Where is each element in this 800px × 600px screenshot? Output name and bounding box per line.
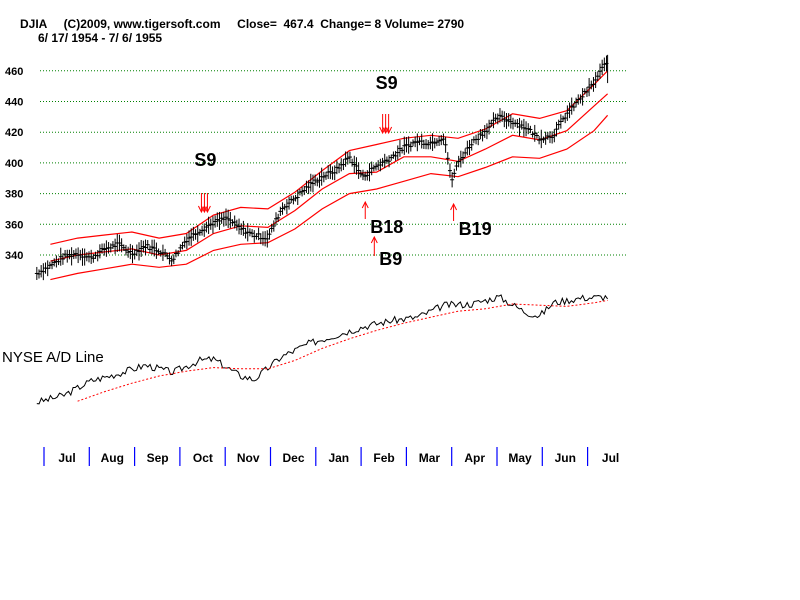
month-label: Jan	[328, 451, 349, 465]
bands	[50, 70, 609, 281]
ad-line-title: NYSE A/D Line	[2, 349, 104, 366]
y-tick-label: 420	[5, 127, 23, 139]
chart-header: DJIA (C)2009, www.tigersoft.com Close= 4…	[20, 17, 465, 31]
month-label: Jul	[602, 451, 619, 465]
month-label: Jun	[555, 451, 576, 465]
ad-line-panel	[36, 294, 609, 405]
signal-label-s9-sep: S9	[194, 150, 217, 170]
upper-band	[50, 70, 609, 245]
signal-arrow-head	[379, 126, 387, 135]
month-label: Oct	[193, 451, 213, 465]
signal-arrow-head	[203, 205, 211, 214]
month-axis: Jul Aug Sep Oct Nov Dec Jan Feb Mar Apr May Jun Jul	[43, 447, 619, 466]
signal-arrow-head	[370, 235, 378, 244]
month-label: Aug	[101, 451, 124, 465]
ad-line	[36, 294, 609, 405]
month-label: Feb	[373, 451, 394, 465]
signal-arrow-head	[361, 200, 369, 209]
signal-label-b18: B18	[370, 217, 404, 237]
y-tick-label: 400	[5, 158, 23, 170]
price-bars	[34, 54, 609, 281]
lower-band	[50, 114, 609, 281]
y-tick-label: 360	[5, 219, 23, 231]
month-label: Jul	[58, 451, 75, 465]
y-tick-label: 340	[5, 250, 23, 262]
ad-moving-average	[77, 299, 608, 402]
y-tick-label: 440	[5, 97, 23, 109]
date-range: 6/ 17/ 1954 - 7/ 6/ 1955	[38, 31, 163, 45]
month-label: Dec	[282, 451, 304, 465]
y-tick-label: 460	[5, 66, 23, 78]
grid-lines	[40, 70, 628, 256]
signal-arrow-head	[197, 205, 205, 214]
month-label: Mar	[419, 451, 441, 465]
signal-arrows	[197, 114, 458, 256]
y-axis-ticks: 340 360 380 400 420 440 460	[5, 66, 23, 262]
month-label: Apr	[464, 451, 485, 465]
signal-arrow-head	[382, 126, 390, 135]
signal-label-b19: B19	[458, 219, 492, 239]
month-label: May	[508, 451, 532, 465]
signal-arrow-head	[450, 202, 458, 211]
middle-band	[50, 93, 609, 262]
signal-arrow-head	[385, 126, 393, 135]
signal-label-s9-jan: S9	[375, 73, 398, 93]
month-label: Nov	[237, 451, 260, 465]
signal-arrow-head	[200, 205, 208, 214]
signal-label-b9: B9	[379, 249, 403, 269]
month-label: Sep	[147, 451, 169, 465]
y-tick-label: 380	[5, 189, 23, 201]
